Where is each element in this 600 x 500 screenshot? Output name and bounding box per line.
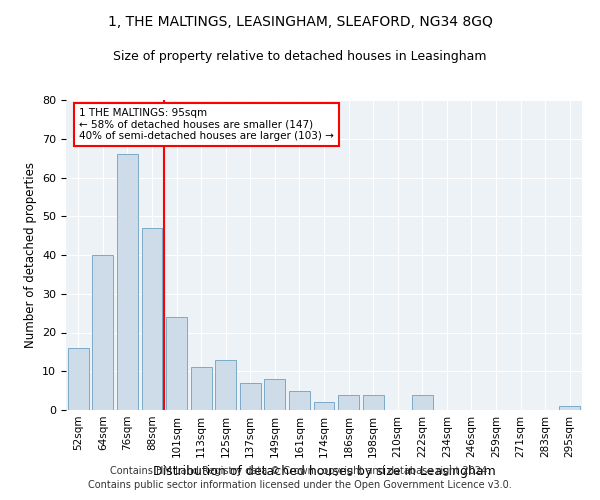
Bar	[559, 406, 580, 410]
Bar	[412, 394, 433, 410]
Bar	[68, 348, 89, 410]
Text: Contains HM Land Registry data © Crown copyright and database right 2024.
Contai: Contains HM Land Registry data © Crown c…	[88, 466, 512, 490]
Bar	[289, 390, 310, 410]
Bar	[338, 394, 359, 410]
X-axis label: Distribution of detached houses by size in Leasingham: Distribution of detached houses by size …	[152, 466, 496, 478]
Bar	[265, 379, 286, 410]
Bar	[166, 317, 187, 410]
Bar	[240, 383, 261, 410]
Bar	[215, 360, 236, 410]
Text: Size of property relative to detached houses in Leasingham: Size of property relative to detached ho…	[113, 50, 487, 63]
Y-axis label: Number of detached properties: Number of detached properties	[23, 162, 37, 348]
Bar	[92, 255, 113, 410]
Bar	[142, 228, 163, 410]
Bar	[191, 368, 212, 410]
Text: 1, THE MALTINGS, LEASINGHAM, SLEAFORD, NG34 8GQ: 1, THE MALTINGS, LEASINGHAM, SLEAFORD, N…	[107, 15, 493, 29]
Bar	[362, 394, 383, 410]
Bar	[117, 154, 138, 410]
Bar	[314, 402, 334, 410]
Text: 1 THE MALTINGS: 95sqm
← 58% of detached houses are smaller (147)
40% of semi-det: 1 THE MALTINGS: 95sqm ← 58% of detached …	[79, 108, 334, 141]
